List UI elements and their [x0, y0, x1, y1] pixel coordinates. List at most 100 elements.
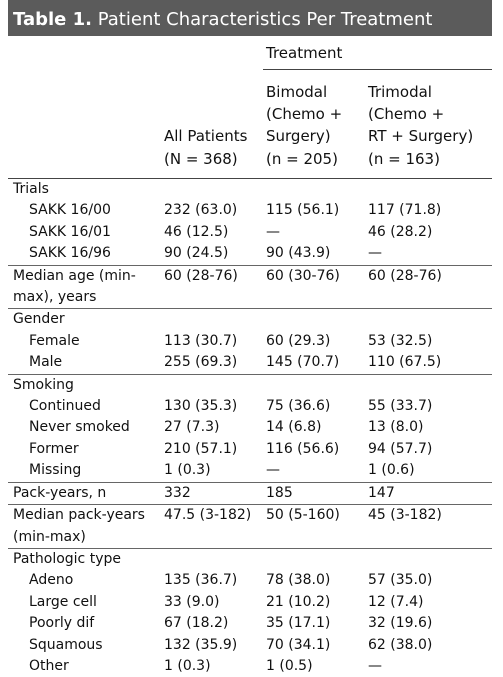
cell-value: 1 (0.5) [266, 657, 313, 674]
label-line: Median age (min- [13, 267, 136, 284]
section-heading-row: Smoking [8, 375, 492, 396]
cell-value: 67 (18.2) [164, 615, 229, 632]
cell-value: 135 (36.7) [164, 572, 238, 589]
cell-value: 46 (12.5) [164, 223, 229, 240]
row-label: Median pack-years (min-max) [13, 505, 164, 548]
row-label: Median age (min-max), years [13, 266, 164, 309]
data-row: SAKK 16/01 46 (12.5) — 46 (28.2) [8, 222, 492, 243]
data-row: Never smoked 27 (7.3) 14 (6.8) 13 (8.0) [8, 417, 492, 438]
cell-value: 78 (38.0) [266, 572, 331, 589]
header-line: Bimodal [266, 82, 328, 101]
row-label: Continued [13, 396, 164, 417]
label-line: Median pack-years [13, 507, 145, 524]
cell-value: — [266, 223, 280, 240]
header-line: (N = 368) [164, 149, 238, 168]
group-header: Treatment [263, 44, 492, 70]
section: Pathologic type Adeno 135 (36.7) 78 (38.0) 5… [8, 547, 492, 677]
row-label: SAKK 16/96 [13, 243, 164, 264]
section-heading: Smoking [13, 376, 74, 393]
label-line: Missing [29, 462, 82, 479]
cell-value: 255 (69.3) [164, 354, 238, 371]
label-line: Continued [29, 398, 101, 415]
data-row: Missing 1 (0.3) — 1 (0.6) [8, 460, 492, 481]
cell-value: 75 (36.6) [266, 398, 331, 415]
column-header: Bimodal (Chemo + Surgery) (n = 205) [266, 81, 342, 170]
data-row: Poorly dif 67 (18.2) 35 (17.1) 32 (19.6) [8, 613, 492, 634]
data-row: Large cell 33 (9.0) 21 (10.2) 12 (7.4) [8, 592, 492, 613]
section: Smoking Continued 130 (35.3) 75 (36.6) 55 (3… [8, 373, 492, 482]
cell-value: 90 (24.5) [164, 245, 229, 262]
data-row: Pack-years, n 332 185 147 [8, 483, 492, 504]
cell-value: 57 (35.0) [368, 572, 433, 589]
cell-value: 33 (9.0) [164, 593, 220, 610]
data-row: SAKK 16/96 90 (24.5) 90 (43.9) — [8, 243, 492, 264]
section-heading-row: Gender [8, 309, 492, 330]
header-line: All Patients [164, 127, 248, 146]
header-line: (Chemo + [266, 105, 343, 124]
data-row: Former 210 (57.1) 116 (56.6) 94 (57.7) [8, 439, 492, 460]
label-line: (min-max) [13, 528, 86, 545]
label-line: max), years [13, 289, 97, 306]
row-label: Missing [13, 460, 164, 481]
section-heading: Pathologic type [13, 550, 121, 567]
header-line: (n = 205) [266, 149, 338, 168]
row-label: Female [13, 331, 164, 352]
row-label: Squamous [13, 635, 164, 656]
cell-value: 1 (0.3) [164, 657, 211, 674]
cell-value: 130 (35.3) [164, 398, 238, 415]
section-heading-row: Trials [8, 179, 492, 200]
cell-value: 14 (6.8) [266, 419, 322, 436]
cell-value: — [368, 657, 382, 674]
data-row: Continued 130 (35.3) 75 (36.6) 55 (33.7) [8, 396, 492, 417]
cell-value: — [266, 462, 280, 479]
cell-value: 185 [266, 484, 293, 501]
cell-value: 45 (3-182) [368, 507, 442, 524]
row-label: Other [13, 656, 164, 677]
header-line: Trimodal [368, 82, 432, 101]
cell-value: 116 (56.6) [266, 440, 340, 457]
cell-value: 53 (32.5) [368, 332, 433, 349]
row-label: Male [13, 352, 164, 373]
row-label: Adeno [13, 570, 164, 591]
label-line: Adeno [29, 572, 74, 589]
data-row: Female 113 (30.7) 60 (29.3) 53 (32.5) [8, 331, 492, 352]
cell-value: 50 (5-160) [266, 507, 340, 524]
label-line: SAKK 16/01 [29, 223, 111, 240]
row-label: SAKK 16/01 [13, 222, 164, 243]
data-row: Adeno 135 (36.7) 78 (38.0) 57 (35.0) [8, 570, 492, 591]
section-heading: Gender [13, 311, 65, 328]
header-line: Surgery) [266, 127, 331, 146]
header-line: (Chemo + [368, 105, 445, 124]
label-line: Pack-years, n [13, 484, 107, 501]
label-line: Large cell [29, 593, 97, 610]
cell-value: 90 (43.9) [266, 245, 331, 262]
row-label: Former [13, 439, 164, 460]
label-line: Other [29, 657, 69, 674]
cell-value: 113 (30.7) [164, 332, 238, 349]
cell-value: 60 (29.3) [266, 332, 331, 349]
cell-value: 115 (56.1) [266, 202, 340, 219]
cell-value: 47.5 (3-182) [164, 507, 252, 524]
cell-value: 70 (34.1) [266, 636, 331, 653]
cell-value: 21 (10.2) [266, 593, 331, 610]
cell-value: 1 (0.3) [164, 462, 211, 479]
cell-value: 232 (63.0) [164, 202, 238, 219]
data-row: Other 1 (0.3) 1 (0.5) — [8, 656, 492, 677]
cell-value: 332 [164, 484, 191, 501]
label-line: Never smoked [29, 419, 130, 436]
label-line: SAKK 16/00 [29, 202, 111, 219]
row-label: Pack-years, n [13, 483, 164, 504]
cell-value: 55 (33.7) [368, 398, 433, 415]
data-row: SAKK 16/00 232 (63.0) 115 (56.1) 117 (71.8) [8, 200, 492, 221]
cell-value: 62 (38.0) [368, 636, 433, 653]
column-header: All Patients (N = 368) [164, 125, 247, 170]
data-row: Squamous 132 (35.9) 70 (34.1) 62 (38.0) [8, 635, 492, 656]
cell-value: 147 [368, 484, 395, 501]
section: Median age (min-max), years 60 (28-76) 60 … [8, 264, 492, 309]
table-label: Table 1. [13, 9, 92, 30]
cell-value: 35 (17.1) [266, 615, 331, 632]
title-bar: Table 1. Patient Characteristics Per Tre… [8, 0, 492, 36]
cell-value: 110 (67.5) [368, 354, 442, 371]
cell-value: 32 (19.6) [368, 615, 433, 632]
